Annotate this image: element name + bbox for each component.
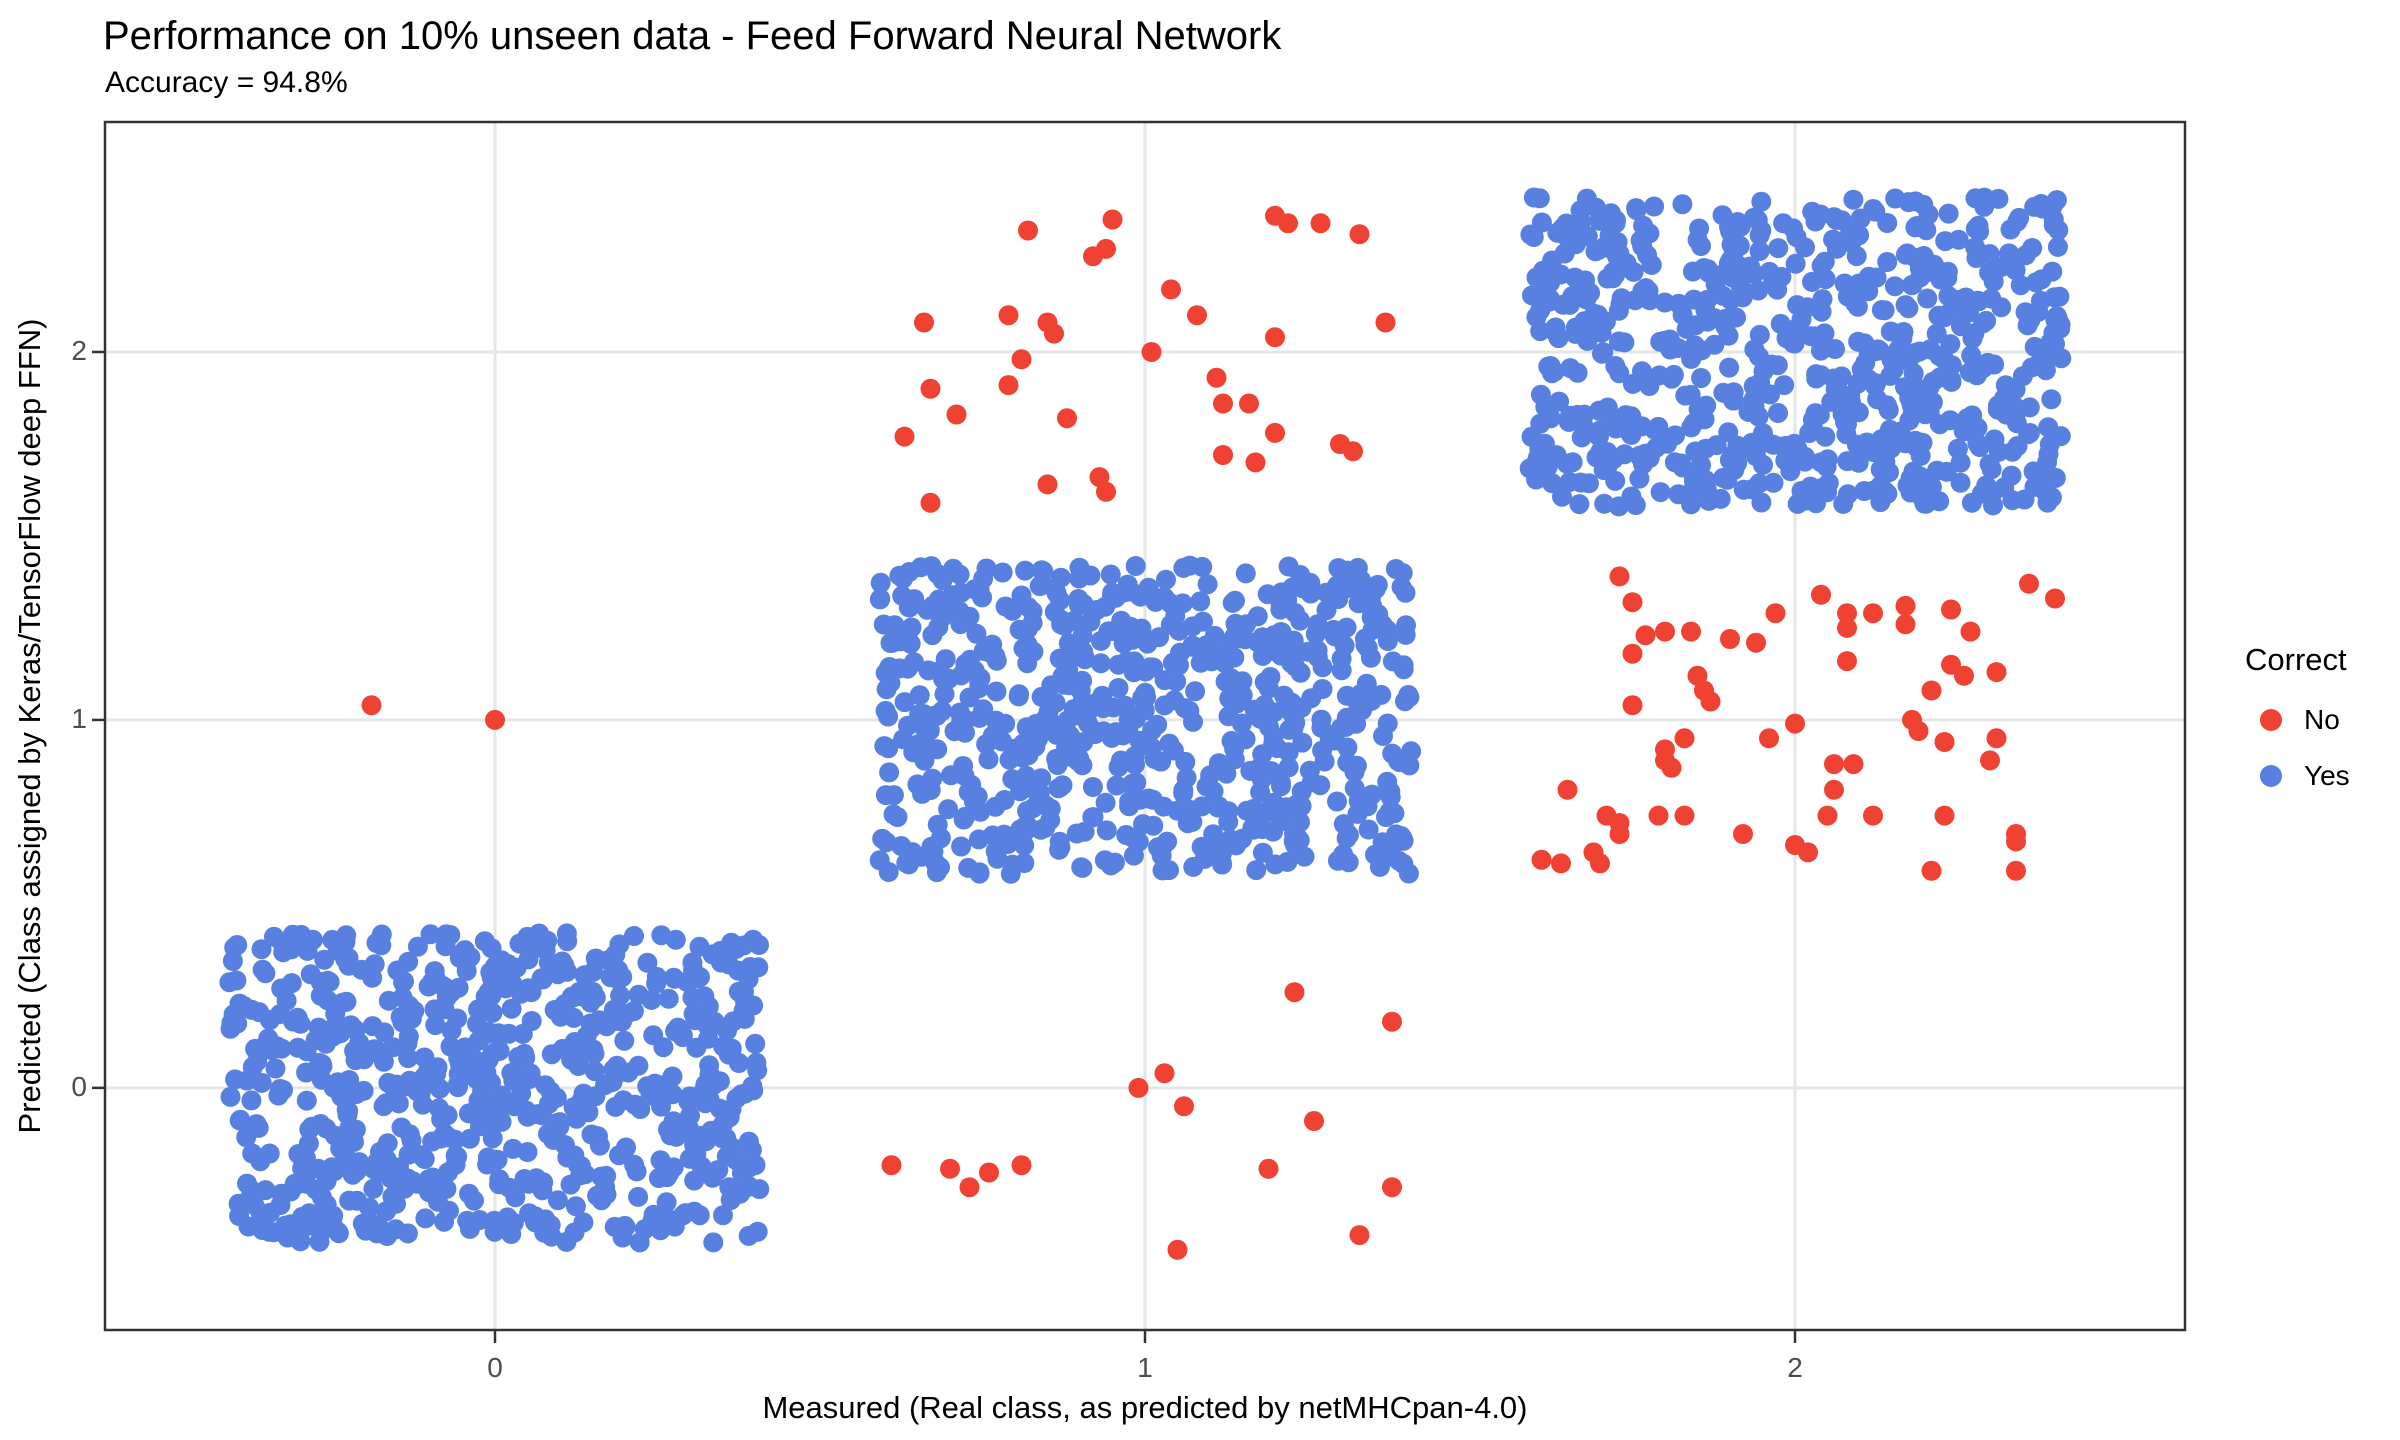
x-tick-label: 1	[1137, 1352, 1153, 1383]
chart-subtitle: Accuracy = 94.8%	[105, 66, 348, 99]
chart-title: Performance on 10% unseen data - Feed Fo…	[103, 14, 1282, 58]
x-tick-label: 0	[487, 1352, 503, 1383]
legend-swatch-yes-icon	[2260, 765, 2282, 787]
y-tick-label: 1	[71, 702, 87, 734]
x-axis-title: Measured (Real class, as predicted by ne…	[762, 1390, 1528, 1425]
legend-swatch-no-icon	[2260, 709, 2282, 731]
y-tick-label: 0	[71, 1070, 87, 1102]
legend: Correct No Yes	[2245, 642, 2350, 804]
x-tick-label: 2	[1787, 1352, 1803, 1383]
legend-item-yes: Yes	[2245, 748, 2350, 804]
legend-label-yes: Yes	[2304, 760, 2350, 791]
legend-item-no: No	[2245, 692, 2350, 748]
legend-label-no: No	[2304, 704, 2340, 735]
y-tick-label: 2	[71, 334, 87, 366]
legend-title: Correct	[2245, 642, 2347, 677]
